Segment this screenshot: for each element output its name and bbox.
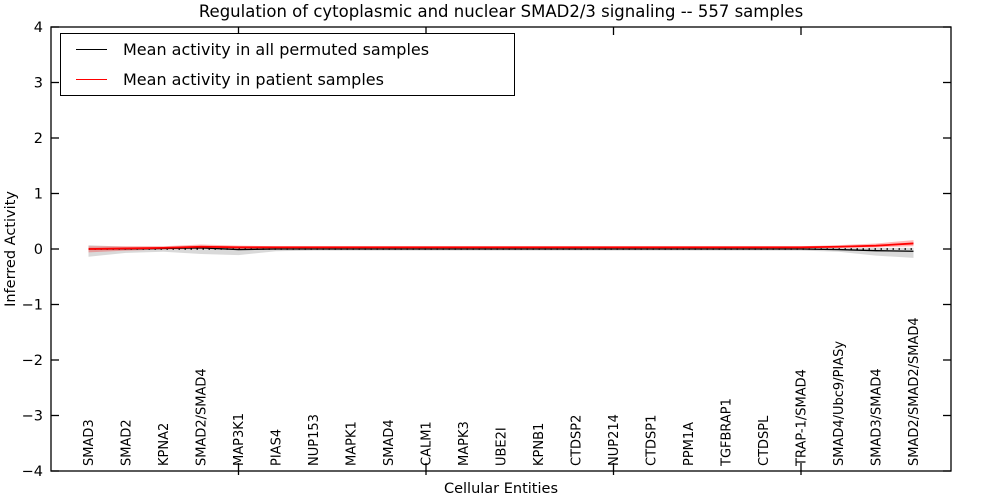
y-tick-label: 2 [34, 131, 43, 147]
y-axis-label: Inferred Activity [3, 191, 19, 307]
y-tick-label: 3 [34, 76, 43, 92]
x-category-label: TRAP-1/SMAD4 [795, 369, 810, 467]
x-category-label: MAPK1 [345, 421, 360, 466]
x-category-label: SMAD2 [120, 419, 135, 466]
y-tick-label: −4 [22, 464, 43, 480]
x-category-label: UBE2I [495, 427, 510, 466]
y-tick-label: −1 [22, 298, 43, 314]
x-category-label: MAPK3 [457, 421, 472, 466]
x-category-label: SMAD3 [82, 419, 97, 466]
chart-title: Regulation of cytoplasmic and nuclear SM… [198, 2, 804, 21]
legend-label-permuted: Mean activity in all permuted samples [123, 40, 430, 60]
x-category-label: KPNB1 [532, 423, 547, 466]
x-category-label: CTDSP1 [645, 415, 660, 466]
legend-line-patient-icon [76, 78, 107, 80]
x-category-label: MAP3K1 [232, 413, 247, 466]
x-category-label: PPM1A [682, 422, 697, 466]
legend-line-permuted-icon [76, 49, 107, 51]
line-series-0 [88, 247, 914, 252]
y-tick-label: 1 [34, 187, 43, 203]
legend-row-patient: Mean activity in patient samples [61, 65, 514, 93]
x-category-label: CALM1 [420, 421, 435, 466]
x-axis-label: Cellular Entities [444, 481, 558, 497]
legend-row-permuted: Mean activity in all permuted samples [61, 36, 514, 64]
x-category-label: SMAD4 [382, 419, 397, 466]
y-tick-label: −2 [22, 353, 43, 369]
x-category-label: KPNA2 [157, 423, 172, 466]
x-category-label: CTDSPL [757, 415, 772, 466]
x-category-label: NUP153 [307, 414, 322, 466]
x-category-label: PIAS4 [270, 429, 285, 466]
x-category-label: CTDSP2 [570, 415, 585, 466]
legend: Mean activity in all permuted samples Me… [60, 33, 515, 96]
line-series-1 [88, 242, 914, 250]
x-category-label: SMAD3/SMAD4 [870, 368, 885, 466]
x-category-label: SMAD2/SMAD2/SMAD4 [907, 317, 922, 466]
y-tick-label: 4 [34, 20, 43, 36]
legend-label-patient: Mean activity in patient samples [123, 69, 384, 89]
band-series-1 [88, 240, 914, 253]
y-tick-label: 0 [34, 242, 43, 258]
x-category-label: SMAD2/SMAD4 [195, 368, 210, 466]
x-category-label: TGFBRAP1 [720, 398, 735, 467]
x-category-label: SMAD4/Ubc9/PIASy [832, 341, 847, 466]
y-tick-label: −3 [22, 409, 43, 425]
x-category-label: NUP214 [607, 414, 622, 466]
